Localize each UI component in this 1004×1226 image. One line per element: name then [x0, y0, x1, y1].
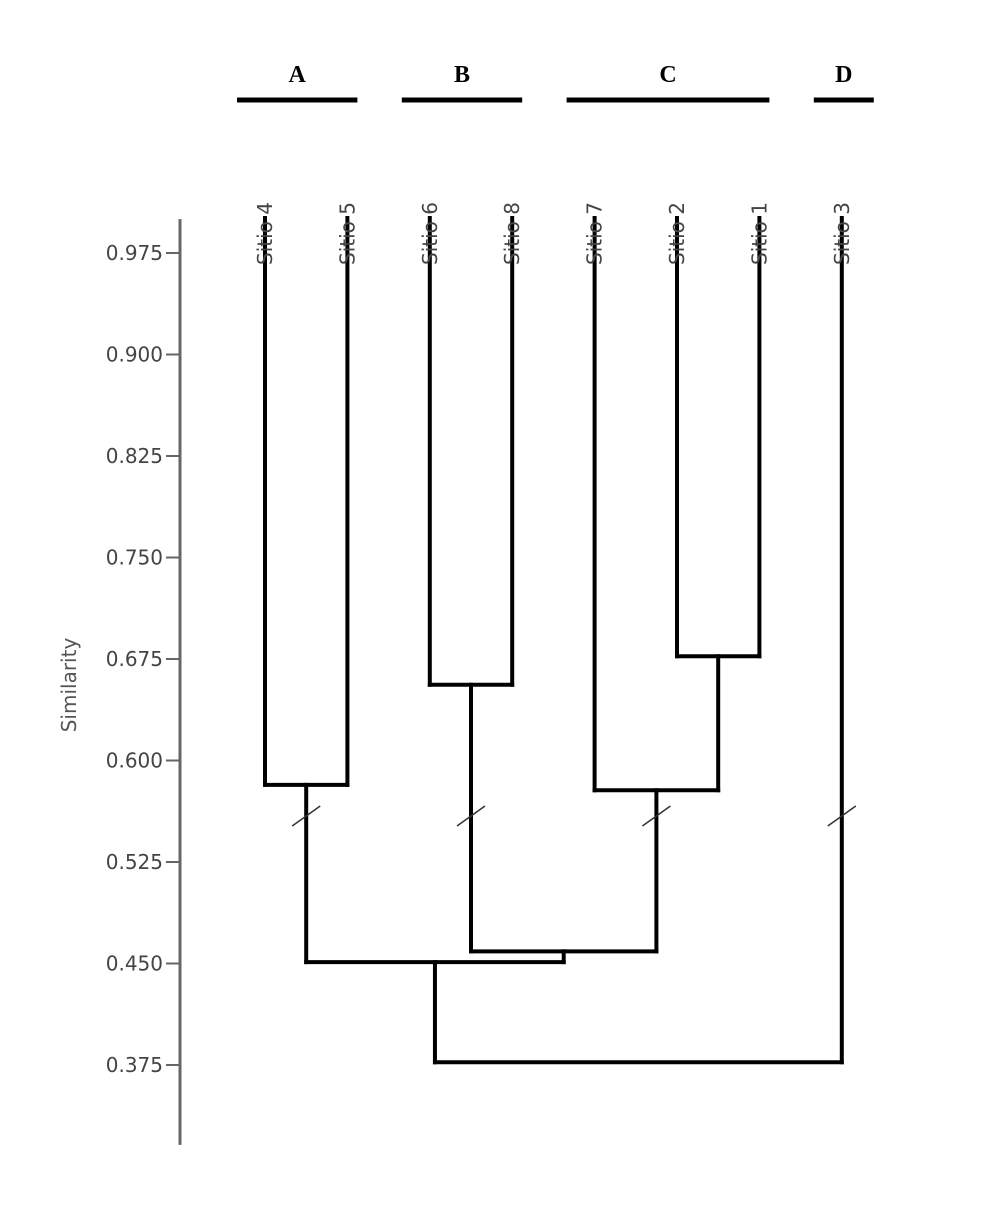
group-label: D — [835, 62, 852, 88]
group-labels: A B C D — [237, 62, 874, 103]
group-label: C — [659, 62, 676, 88]
leaf-label: Sitio 7 — [583, 202, 607, 265]
y-tick-label: 0.975 — [106, 241, 163, 265]
group-label: B — [454, 62, 470, 88]
leaf-label: Sitio 5 — [335, 202, 359, 265]
leaf-label: Sitio 4 — [253, 202, 277, 265]
y-tick-label: 0.825 — [106, 444, 163, 468]
axis-break-mark — [456, 805, 486, 827]
y-axis-label: Similarity — [57, 638, 81, 733]
group-label: A — [289, 62, 307, 88]
y-tick-label: 0.525 — [106, 850, 163, 874]
leaf-label: Sitio 6 — [418, 202, 442, 265]
axis-break-mark — [291, 805, 321, 827]
leaf-label: Sitio 8 — [500, 202, 524, 265]
y-tick-label: 0.450 — [106, 952, 163, 976]
leaf-label: Sitio 1 — [747, 202, 771, 265]
y-tick-label: 0.900 — [106, 343, 163, 367]
y-tick-label: 0.750 — [106, 546, 163, 570]
leaf-label: Sitio 2 — [665, 202, 689, 265]
y-tick-label: 0.675 — [106, 647, 163, 671]
y-tick-label: 0.375 — [106, 1053, 163, 1077]
axis-break-mark — [641, 805, 671, 827]
leaf-label: Sitio 3 — [830, 202, 854, 265]
y-tick-label: 0.600 — [106, 749, 163, 773]
leaf-labels: Sitio 4 Sitio 5 Sitio 6 Sitio 8 Sitio 7 Sitio… — [253, 202, 854, 265]
y-axis: 0.975 0.900 0.825 0.750 0.675 0.600 0.525 0.450… — [106, 219, 182, 1145]
axis-break-mark — [827, 805, 857, 827]
dendrogram-branches — [263, 216, 857, 1065]
